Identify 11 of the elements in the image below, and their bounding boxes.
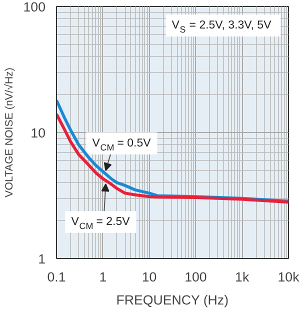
x-tick-label: 1 (99, 270, 107, 284)
x-tick-label: 10 (142, 270, 157, 284)
x-tick-label: 0.1 (47, 270, 66, 284)
y-axis-title: VOLTAGE NOISE (nV/√Hz) (3, 68, 16, 198)
x-axis-title: FREQUENCY (Hz) (116, 292, 229, 308)
y-tick-label: 1 (38, 252, 46, 266)
x-tick-label: 100 (184, 270, 207, 284)
y-tick-label: 100 (23, 0, 46, 14)
y-tick-label: 10 (30, 126, 46, 140)
x-tick-label: 10k (278, 270, 300, 284)
x-tick-label: 1k (235, 270, 250, 284)
